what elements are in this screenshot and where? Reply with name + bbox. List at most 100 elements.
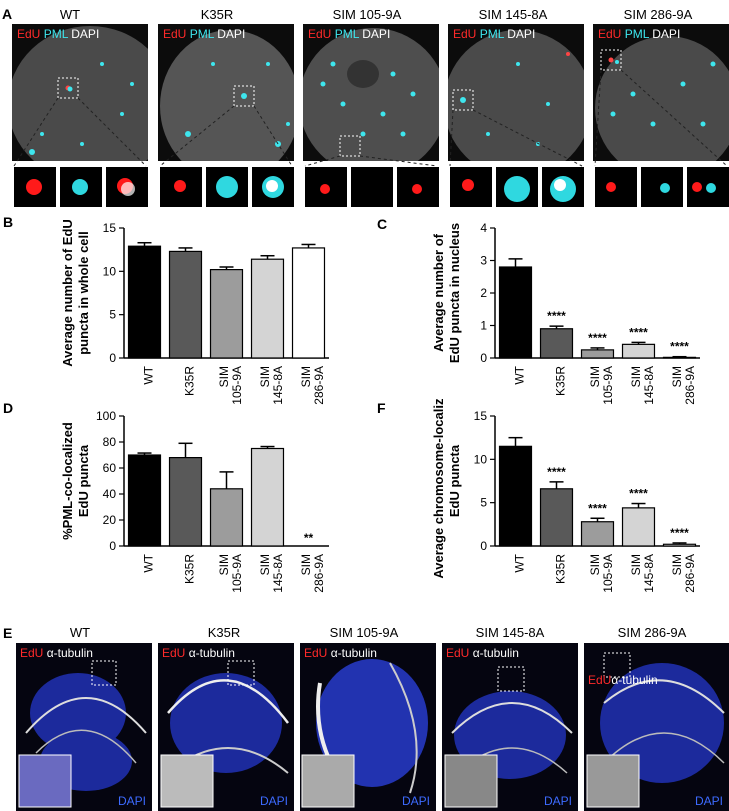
x-tick-label: SIM bbox=[217, 366, 231, 387]
x-tick-label: SIM bbox=[217, 554, 231, 575]
x-tick-label: SIM bbox=[670, 366, 684, 387]
dapi-label: DAPI bbox=[401, 794, 430, 808]
y-axis-label: EdU puncta bbox=[447, 444, 462, 517]
col-title-sim145-a: SIM 145-8A bbox=[478, 7, 548, 22]
bar bbox=[127, 245, 162, 359]
nucleus-image bbox=[595, 36, 729, 161]
bar bbox=[539, 328, 574, 359]
spindle-image-sim105: EdU α-tubulin DAPI bbox=[300, 643, 436, 811]
zoom-guides bbox=[13, 69, 728, 167]
spindle-image-sim286: EdUα-tubulin DAPI bbox=[584, 643, 729, 811]
micrograph-wt: EdU PML DAPI bbox=[12, 24, 148, 161]
zoom-edu-sim145 bbox=[450, 167, 492, 207]
x-tick-label: K35R bbox=[183, 366, 197, 396]
col-title-wt-a: WT bbox=[59, 7, 81, 22]
x-tick-group: SIM 105-9A bbox=[217, 554, 244, 593]
x-tick-group: SIM 105-9A bbox=[588, 366, 615, 405]
stain-legend: EdUα-tubulin bbox=[588, 673, 658, 687]
x-tick-group: K35R bbox=[554, 554, 568, 584]
chart-d: %PML-co-localized EdU puncta 0 20 40 60 80 100 W… bbox=[60, 409, 329, 593]
significance-label: **** bbox=[629, 487, 648, 501]
dapi-label: DAPI bbox=[117, 794, 146, 808]
significance-label: **** bbox=[588, 331, 607, 345]
zoom-merge-k35r bbox=[252, 167, 294, 207]
dapi-label: DAPI bbox=[543, 794, 572, 808]
stain-legend: EdU PML DAPI bbox=[17, 27, 100, 41]
y-tick-label: 20 bbox=[103, 513, 117, 527]
zoom-merge-sim286 bbox=[687, 167, 729, 207]
stain-legend: EdU α-tubulin bbox=[20, 646, 93, 660]
x-tick-label: SIM bbox=[258, 554, 272, 575]
dapi-label: DAPI bbox=[259, 794, 288, 808]
zoom-pml-wt bbox=[60, 167, 102, 207]
bar bbox=[498, 445, 533, 547]
stain-legend: EdU PML DAPI bbox=[163, 27, 246, 41]
x-tick-group: WT bbox=[513, 553, 527, 572]
x-tick-group: SIM 145-8A bbox=[258, 366, 285, 405]
spindle-image-sim145: EdU α-tubulin DAPI bbox=[442, 643, 578, 811]
y-tick-label: 3 bbox=[480, 254, 487, 268]
micrograph-k35r: EdU PML DAPI bbox=[158, 24, 294, 161]
col-title-wt-e: WT bbox=[69, 625, 91, 640]
bar bbox=[250, 447, 285, 547]
x-tick-label: SIM bbox=[588, 366, 602, 387]
micrograph-sim105: EdU PML DAPI bbox=[303, 24, 439, 161]
col-title-k35r-a: K35R bbox=[200, 7, 234, 22]
x-tick-label: SIM bbox=[258, 366, 272, 387]
zoom-pml-sim105 bbox=[351, 167, 393, 207]
dapi-label: DAPI bbox=[694, 794, 723, 808]
zoom-edu-sim105 bbox=[305, 167, 347, 207]
chart-f: Average chromosome-localized EdU puncta 0 5… bbox=[431, 398, 700, 593]
bar bbox=[168, 250, 203, 359]
stain-legend: EdU PML DAPI bbox=[453, 27, 536, 41]
significance-label: **** bbox=[670, 340, 689, 354]
x-tick-label: WT bbox=[142, 553, 156, 572]
y-tick-label: 0 bbox=[109, 539, 116, 553]
spindle-render bbox=[160, 660, 289, 808]
y-tick-label: 2 bbox=[480, 286, 487, 300]
col-title-sim105-a: SIM 105-9A bbox=[332, 7, 402, 22]
x-tick-group: K35R bbox=[554, 366, 568, 396]
x-tick-label: K35R bbox=[554, 366, 568, 396]
x-tick-label: 145-8A bbox=[642, 554, 656, 593]
bar bbox=[580, 349, 615, 359]
panel-letter-f: F bbox=[377, 400, 386, 416]
zoom-edu-k35r bbox=[160, 167, 202, 207]
significance-label: **** bbox=[588, 501, 607, 515]
zoom-edu-sim286 bbox=[595, 167, 637, 207]
x-tick-label: 286-9A bbox=[683, 366, 697, 405]
x-tick-label: K35R bbox=[183, 554, 197, 584]
nucleus-image bbox=[160, 30, 294, 161]
x-tick-label: 145-8A bbox=[642, 366, 656, 405]
x-tick-group: WT bbox=[513, 365, 527, 384]
y-tick-label: 100 bbox=[96, 409, 116, 423]
y-tick-label: 4 bbox=[480, 221, 487, 235]
y-tick-label: 0 bbox=[109, 351, 116, 365]
x-tick-label: SIM bbox=[299, 366, 313, 387]
y-tick-label: 5 bbox=[480, 496, 487, 510]
x-tick-group: K35R bbox=[183, 366, 197, 396]
y-tick-label: 1 bbox=[480, 319, 487, 333]
x-tick-label: 286-9A bbox=[683, 554, 697, 593]
x-tick-label: 105-9A bbox=[601, 554, 615, 593]
x-tick-label: K35R bbox=[554, 554, 568, 584]
micrograph-sim145: EdU PML DAPI bbox=[448, 24, 584, 161]
bar bbox=[291, 247, 326, 359]
bar bbox=[662, 543, 697, 547]
y-axis-label: %PML-co-localized bbox=[60, 422, 75, 540]
stain-legend: EdU α-tubulin bbox=[446, 646, 519, 660]
x-tick-group: SIM 105-9A bbox=[217, 366, 244, 405]
col-title-sim286-a: SIM 286-9A bbox=[623, 7, 693, 22]
micrograph-sim286: EdU PML DAPI bbox=[593, 24, 729, 161]
y-tick-label: 0 bbox=[480, 539, 487, 553]
y-tick-label: 40 bbox=[103, 487, 117, 501]
x-tick-label: 145-8A bbox=[271, 366, 285, 405]
stain-legend: EdU α-tubulin bbox=[162, 646, 235, 660]
y-tick-label: 0 bbox=[480, 351, 487, 365]
x-tick-label: 105-9A bbox=[230, 366, 244, 405]
nucleus-image bbox=[303, 28, 439, 161]
spindle-render bbox=[444, 666, 573, 808]
stain-legend: EdU PML DAPI bbox=[598, 27, 681, 41]
x-tick-group: SIM 105-9A bbox=[588, 554, 615, 593]
x-tick-label: 286-9A bbox=[312, 366, 326, 405]
